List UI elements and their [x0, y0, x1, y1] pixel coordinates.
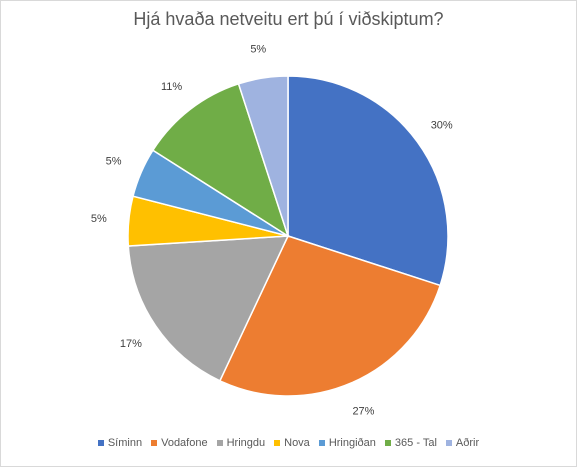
- legend-label: Vodafone: [161, 437, 208, 449]
- legend-swatch: [445, 440, 452, 446]
- data-label: 5%: [91, 213, 107, 225]
- legend-swatch: [151, 440, 158, 446]
- data-label: 11%: [161, 81, 182, 93]
- pie-slice-365-tal: [151, 82, 290, 238]
- legend: Síminn Vodafone Hringdu Nova Hringiðan 365 - …: [0, 437, 577, 449]
- legend-label: Hringiðan: [328, 437, 376, 449]
- data-label: 27%: [352, 405, 374, 417]
- legend-swatch: [216, 440, 223, 446]
- legend-swatch: [384, 440, 391, 446]
- data-label: 17%: [120, 338, 142, 350]
- legend-swatch: [97, 440, 104, 446]
- legend-item: Nova: [274, 437, 310, 449]
- legend-swatch: [318, 440, 325, 446]
- legend-item: Hringdu: [216, 437, 266, 449]
- pie-slice-s-minn: [287, 75, 449, 287]
- legend-label: Hringdu: [226, 437, 266, 449]
- legend-label: Aðrir: [455, 437, 480, 449]
- pie-slice-hringdu: [127, 235, 290, 382]
- legend-item: Hringiðan: [318, 437, 376, 449]
- chart-title: Hjá hvaða netveitu ert þú í viðskiptum?: [133, 9, 444, 29]
- legend-item: Vodafone: [151, 437, 208, 449]
- legend-swatch: [274, 440, 281, 446]
- legend-item: Síminn: [97, 437, 143, 449]
- legend-item: 365 - Tal: [384, 437, 437, 449]
- data-label: 30%: [431, 119, 453, 131]
- data-label: 5%: [250, 43, 266, 55]
- legend-item: Aðrir: [445, 437, 480, 449]
- legend-label: Nova: [284, 437, 310, 449]
- legend-label: Síminn: [107, 437, 143, 449]
- data-label: 5%: [106, 156, 122, 168]
- legend-label: 365 - Tal: [394, 437, 437, 449]
- pie-slice-a-rir: [237, 75, 289, 237]
- pie-slice-vodafone: [218, 235, 442, 397]
